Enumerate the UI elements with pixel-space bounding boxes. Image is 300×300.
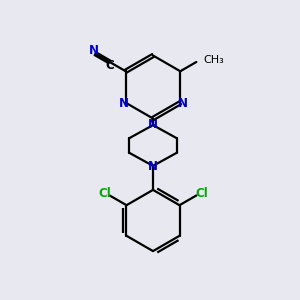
Text: N: N bbox=[177, 98, 188, 110]
Text: Cl: Cl bbox=[98, 187, 111, 200]
Text: C: C bbox=[106, 59, 114, 72]
Text: N: N bbox=[118, 98, 129, 110]
Text: N: N bbox=[148, 160, 158, 173]
Text: Cl: Cl bbox=[195, 187, 208, 200]
Text: N: N bbox=[89, 44, 99, 57]
Text: CH₃: CH₃ bbox=[203, 56, 224, 65]
Text: N: N bbox=[148, 118, 158, 131]
